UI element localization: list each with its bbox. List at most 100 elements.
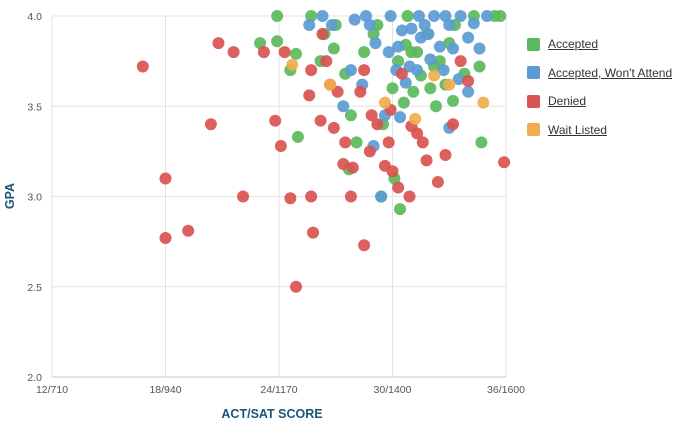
data-point: [337, 100, 350, 113]
data-point: [454, 55, 467, 68]
legend-label: Denied: [548, 94, 587, 109]
data-point: [439, 148, 452, 161]
data-point: [363, 19, 376, 32]
legend-item[interactable]: Accepted, Won't Attend: [527, 59, 672, 88]
series-2: [136, 28, 511, 293]
data-point: [392, 55, 405, 68]
data-point: [475, 136, 488, 149]
data-point: [437, 64, 450, 77]
data-point: [443, 19, 456, 32]
data-point: [418, 19, 431, 32]
data-point: [428, 10, 441, 22]
data-point: [320, 55, 333, 68]
data-point: [384, 10, 397, 22]
series-3: [286, 58, 490, 125]
data-point: [363, 145, 376, 158]
data-point: [237, 190, 250, 203]
data-point: [467, 17, 480, 30]
data-point: [481, 10, 494, 22]
x-tick-label: 24/1170: [260, 384, 297, 396]
legend-item[interactable]: Wait Listed: [527, 116, 672, 145]
data-point: [371, 118, 384, 131]
data-point: [305, 64, 318, 77]
legend-swatch: [527, 66, 540, 80]
data-point: [397, 96, 410, 109]
legend-swatch: [527, 123, 540, 137]
x-axis-ticks: 12/710 18/940 24/1170 30/1400 36/1600: [36, 384, 525, 396]
x-tick-label: 18/940: [149, 384, 181, 396]
data-point: [291, 130, 304, 143]
data-point: [271, 35, 284, 48]
data-point: [212, 37, 225, 50]
data-point: [394, 111, 407, 124]
data-point: [395, 24, 408, 37]
data-point: [314, 114, 327, 127]
data-point: [286, 58, 299, 71]
data-point: [358, 64, 371, 77]
data-point: [430, 100, 443, 113]
legend-swatch: [527, 37, 540, 51]
data-point: [182, 224, 195, 237]
data-point: [411, 127, 424, 140]
data-point: [290, 47, 303, 60]
data-point: [498, 156, 511, 169]
legend-label: Wait Listed: [548, 122, 607, 137]
data-point: [344, 190, 357, 203]
data-point: [403, 60, 416, 73]
data-point: [403, 190, 416, 203]
data-point: [473, 42, 486, 55]
y-tick-label: 2.5: [27, 282, 42, 294]
y-tick-label: 2.0: [27, 372, 42, 384]
legend-label: Accepted, Won't Attend: [548, 65, 673, 80]
data-point: [305, 190, 318, 203]
data-point: [339, 136, 352, 149]
data-point: [360, 10, 373, 22]
data-point: [358, 239, 371, 252]
data-point: [369, 37, 382, 50]
data-point: [375, 190, 388, 203]
x-tick-label: 12/710: [36, 384, 68, 396]
data-point: [420, 154, 433, 167]
data-point: [269, 114, 282, 127]
legend-item[interactable]: Accepted: [527, 30, 672, 59]
data-points: [136, 10, 511, 293]
data-point: [316, 28, 329, 41]
legend-item[interactable]: Denied: [527, 87, 672, 116]
data-point: [254, 37, 267, 50]
data-point: [274, 139, 287, 152]
data-point: [394, 203, 407, 216]
data-point: [416, 136, 429, 149]
y-tick-label: 3.0: [27, 192, 42, 204]
data-point: [257, 46, 270, 59]
data-point: [365, 109, 378, 122]
data-point: [462, 31, 475, 44]
data-point: [462, 85, 475, 98]
data-point: [303, 89, 316, 102]
data-point: [316, 10, 329, 22]
data-point: [354, 85, 367, 98]
data-point: [447, 42, 460, 55]
data-point: [477, 96, 490, 109]
data-point: [344, 109, 357, 122]
data-point: [382, 46, 395, 59]
y-tick-label: 3.5: [27, 101, 42, 113]
data-point: [433, 40, 446, 53]
y-axis-ticks: 2.0 2.5 3.0 3.5 4.0: [27, 11, 42, 384]
data-point: [344, 64, 357, 77]
legend-label: Accepted: [548, 37, 599, 52]
y-axis-title: GPA: [3, 183, 17, 209]
data-point: [447, 94, 460, 107]
data-point: [424, 82, 437, 95]
data-point: [409, 112, 422, 125]
data-point: [204, 118, 217, 131]
x-tick-label: 36/1600: [487, 384, 525, 396]
data-point: [136, 60, 149, 73]
data-point: [227, 46, 240, 59]
data-point: [431, 176, 444, 189]
data-point: [348, 13, 361, 26]
y-tick-label: 4.0: [27, 11, 42, 23]
data-point: [337, 158, 350, 171]
data-point: [290, 280, 303, 293]
data-point: [331, 85, 344, 98]
